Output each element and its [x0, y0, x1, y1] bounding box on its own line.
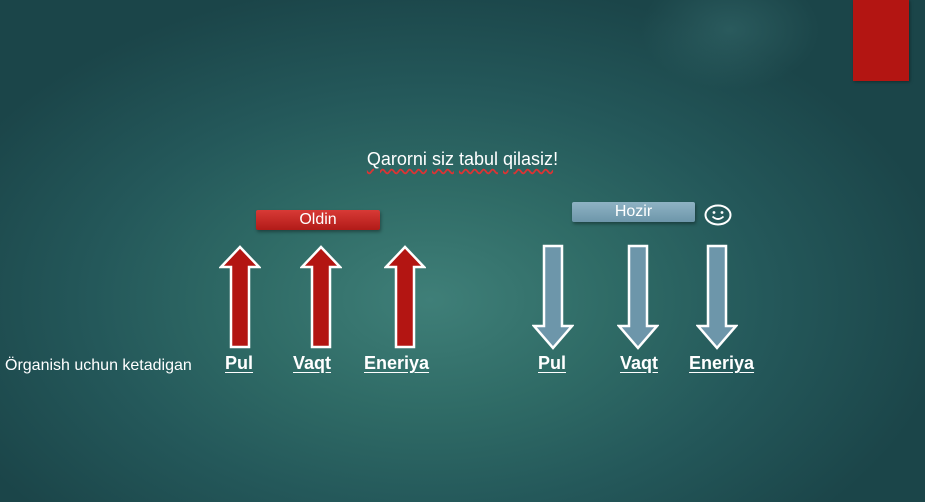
before-label: Oldin — [256, 210, 380, 230]
title-exclamation: ! — [553, 149, 559, 169]
title-word-2: siz — [431, 149, 454, 169]
corner-accent-block — [853, 0, 909, 81]
after-label: Hozir — [572, 202, 695, 222]
smiley-icon — [704, 204, 732, 226]
up-arrow-icon — [384, 245, 426, 349]
after-word-eneriya: Eneriya — [689, 353, 755, 373]
down-arrow-icon — [617, 244, 659, 350]
down-arrow-icon — [696, 244, 738, 350]
slide-title: Qarorni siz tabul qilasiz! — [0, 149, 925, 170]
before-word-pul: Pul — [225, 353, 254, 373]
background-glow — [640, 0, 820, 90]
before-word-vaqt: Vaqt — [293, 353, 332, 373]
lead-text: Örganish uchun ketadigan — [5, 357, 192, 374]
up-arrow-icon — [219, 245, 261, 349]
after-word-pul: Pul — [538, 353, 567, 373]
after-word-vaqt: Vaqt — [620, 353, 659, 373]
before-word-eneriya: Eneriya — [364, 353, 430, 373]
down-arrow-icon — [532, 244, 574, 350]
title-word-1: Qarorni — [366, 149, 427, 169]
title-word-4: qilasiz — [503, 149, 554, 169]
up-arrow-icon — [300, 245, 342, 349]
title-word-3: tabul — [458, 149, 499, 169]
